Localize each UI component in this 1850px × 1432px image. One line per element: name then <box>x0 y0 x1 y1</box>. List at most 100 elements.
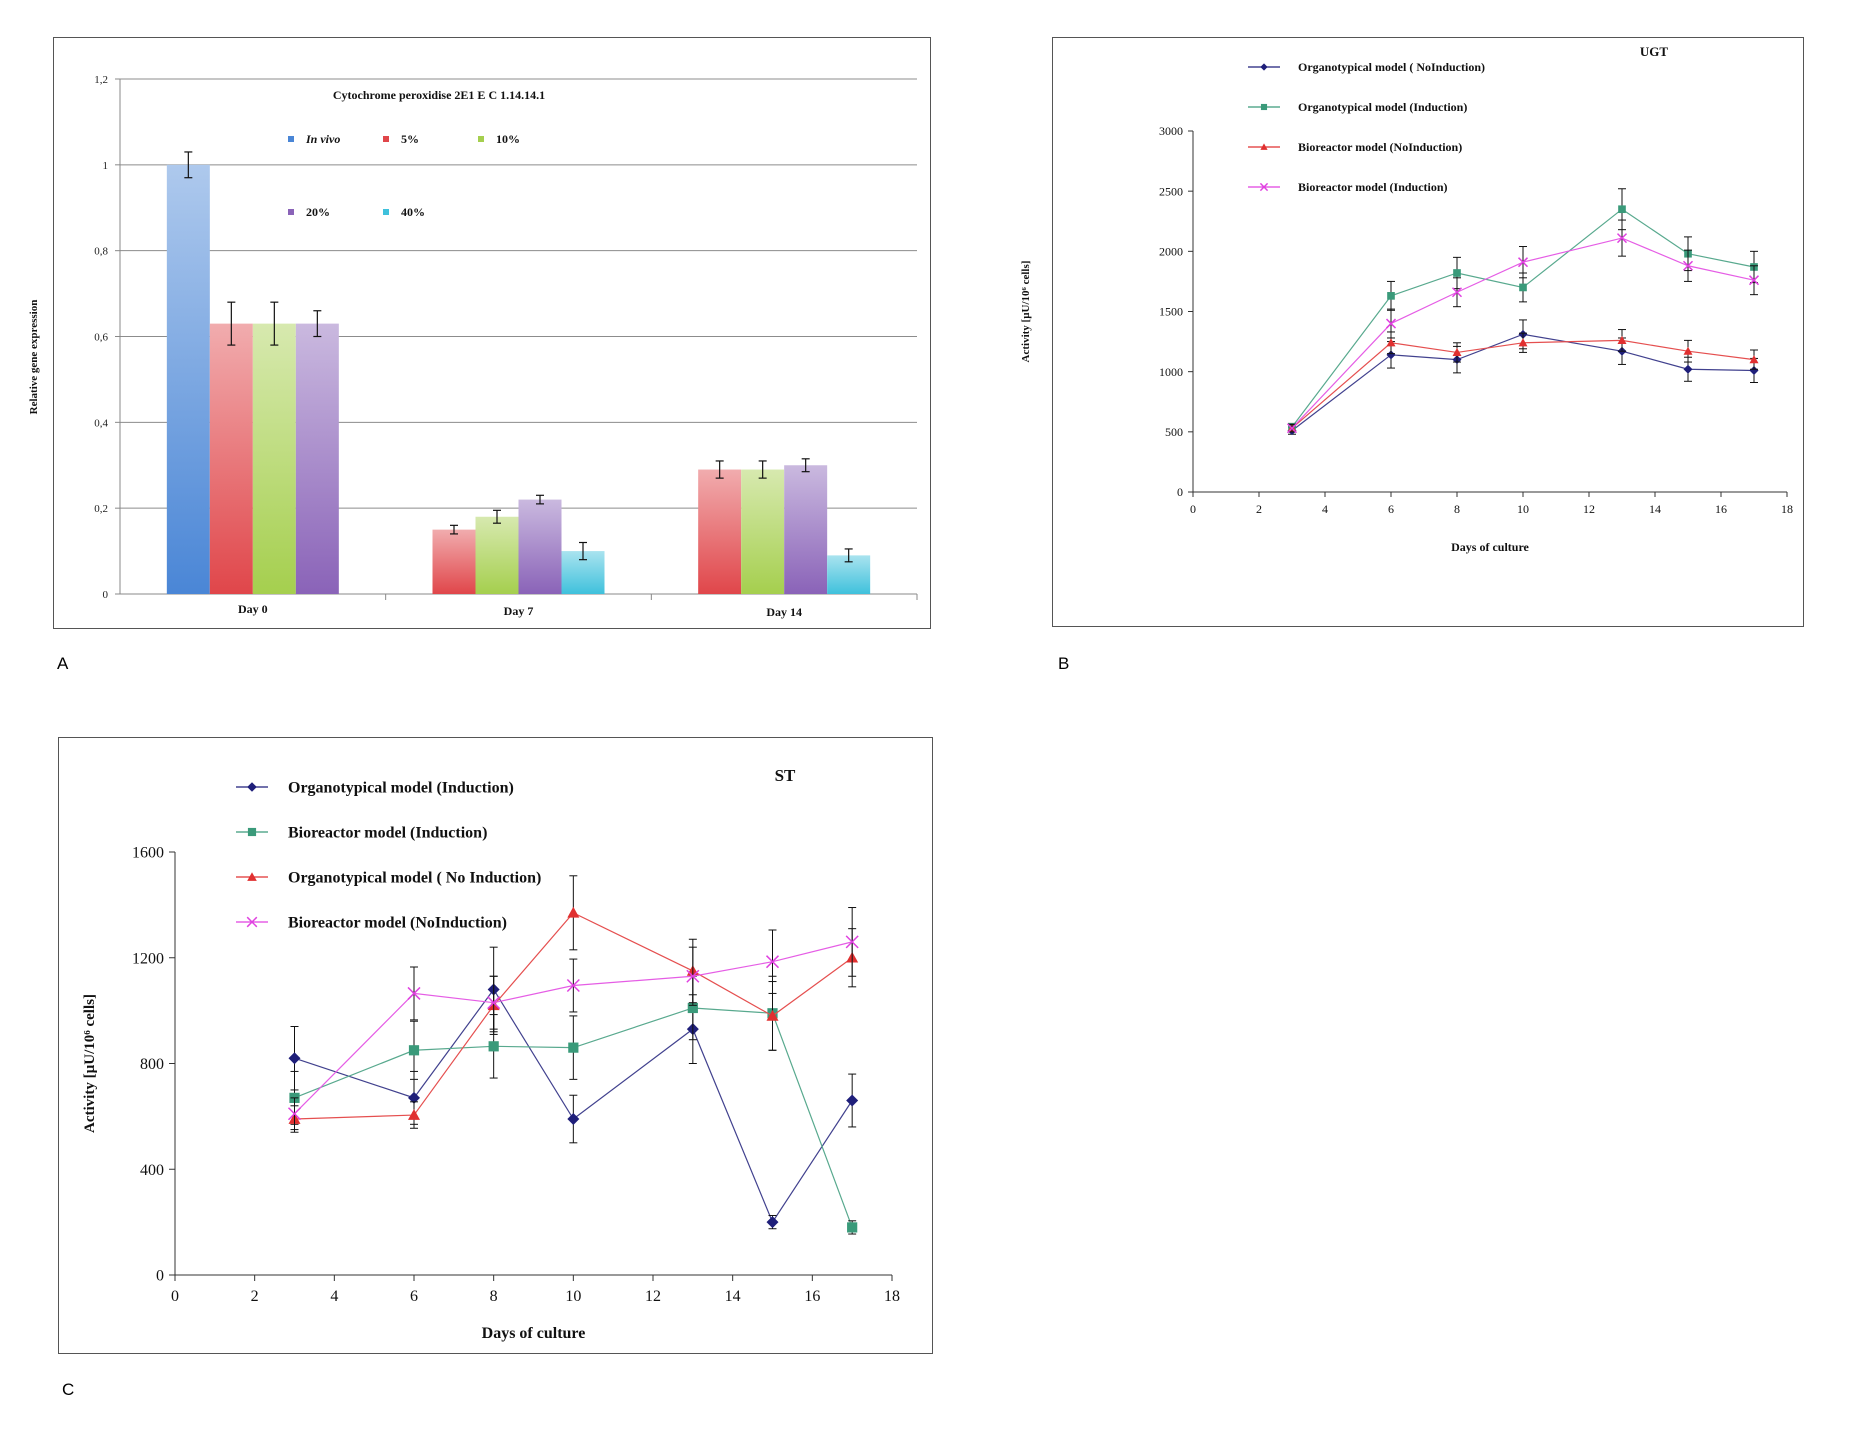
marker-x-stroke <box>765 955 780 969</box>
x-category-label: Day 0 <box>238 602 268 616</box>
marker-x-stroke <box>1748 275 1760 286</box>
x-tick-label: 4 <box>1322 502 1328 516</box>
x-tick-label: 10 <box>1517 502 1529 516</box>
marker-square <box>687 1002 698 1014</box>
marker-square <box>488 1041 499 1052</box>
x-tick-label: 4 <box>330 1288 338 1305</box>
x-tick-label: 0 <box>1190 502 1196 516</box>
marker-x-stroke <box>686 969 700 983</box>
marker-square <box>1618 205 1626 214</box>
series-group <box>287 907 859 1131</box>
y-tick-label: 0,2 <box>94 503 108 515</box>
marker-diamond <box>288 1052 301 1065</box>
bar <box>518 499 562 594</box>
marker-square <box>1387 292 1395 300</box>
marker-diamond <box>567 1113 580 1126</box>
marker-x-stroke <box>287 1107 302 1121</box>
marker-triangle <box>1518 338 1528 347</box>
x-axis-label: Days of culture <box>1451 540 1529 554</box>
marker-x-stroke <box>1451 287 1463 298</box>
marker-triangle <box>1386 338 1396 347</box>
legend-label: Organotypical model ( No Induction) <box>288 870 541 887</box>
y-tick-label: 3000 <box>1159 124 1183 138</box>
bar <box>295 323 339 594</box>
x-axis-label: Days of culture <box>482 1325 586 1342</box>
legend-label: 20% <box>306 205 330 219</box>
marker-x-stroke <box>1385 318 1397 329</box>
x-tick-label: 6 <box>410 1288 418 1305</box>
marker-x-stroke <box>1286 423 1298 434</box>
marker-triangle <box>766 1009 779 1021</box>
y-tick-label: 2000 <box>1159 245 1183 259</box>
bar <box>209 323 253 594</box>
x-tick-label: 0 <box>171 1288 179 1305</box>
x-tick-label: 14 <box>725 1288 741 1305</box>
marker-x-stroke <box>1682 260 1694 271</box>
y-tick-label: 500 <box>1165 425 1183 439</box>
marker-triangle <box>1452 347 1462 357</box>
y-tick-label: 1200 <box>132 950 164 967</box>
marker-diamond <box>1683 364 1693 374</box>
bar <box>432 529 476 594</box>
marker-square <box>247 827 257 837</box>
x-tick-label: 12 <box>645 1288 661 1305</box>
marker-triangle <box>567 906 580 918</box>
y-tick-label: 0,4 <box>94 417 108 429</box>
marker-triangle <box>1749 355 1759 364</box>
legend-label: In vivo <box>305 132 340 146</box>
series-group <box>1286 219 1760 434</box>
marker-triangle <box>1683 346 1693 355</box>
marker-triangle <box>247 872 257 881</box>
y-axis-label: Activity [µU/10⁶ cells] <box>82 994 98 1133</box>
bar <box>252 323 296 594</box>
marker-square <box>408 1045 420 1056</box>
legend-label: Organotypical model (Induction) <box>1298 100 1467 114</box>
marker-x-stroke <box>1517 257 1529 268</box>
marker-x-stroke <box>1616 233 1628 244</box>
legend-label: Bioreactor model (Induction) <box>1298 180 1448 194</box>
marker-diamond <box>408 1091 420 1104</box>
x-tick-label: 10 <box>565 1288 581 1305</box>
y-tick-label: 0 <box>1177 485 1183 499</box>
legend-label: Organotypical model (Induction) <box>288 780 514 797</box>
panel-label-b: B <box>1058 654 1070 673</box>
marker-x-stroke <box>407 986 421 1000</box>
marker-diamond <box>766 1216 779 1229</box>
legend-label: Bioreactor model (Induction) <box>288 825 487 842</box>
panel-label-a: A <box>57 654 69 673</box>
bar <box>475 516 519 594</box>
marker-triangle <box>1617 335 1627 344</box>
legend-label: 5% <box>401 132 419 146</box>
series-group <box>288 946 859 1230</box>
x-tick-label: 6 <box>1388 502 1394 516</box>
y-axis-label: Relative gene expression <box>28 300 40 415</box>
y-tick-label: 1500 <box>1159 305 1183 319</box>
y-tick-label: 1600 <box>132 845 164 862</box>
legend-label: 40% <box>401 205 425 219</box>
bar <box>698 469 742 594</box>
y-tick-label: 0,6 <box>94 332 108 344</box>
marker-diamond <box>1386 350 1396 360</box>
marker-diamond <box>1749 365 1759 375</box>
bar <box>166 164 210 595</box>
bar <box>741 469 785 594</box>
x-tick-label: 8 <box>490 1288 498 1305</box>
x-tick-label: 8 <box>1454 502 1460 516</box>
x-tick-label: 16 <box>804 1288 820 1305</box>
x-category-label: Day 7 <box>504 604 534 618</box>
marker-square <box>568 1042 579 1053</box>
y-tick-label: 0 <box>156 1268 164 1285</box>
x-tick-label: 2 <box>1256 502 1262 516</box>
legend-label: Organotypical model ( NoInduction) <box>1298 60 1485 74</box>
marker-triangle <box>1260 143 1268 150</box>
x-tick-label: 14 <box>1649 502 1661 516</box>
panel-label-c: C <box>62 1380 75 1399</box>
marker-x-stroke <box>1259 182 1269 192</box>
x-tick-label: 2 <box>251 1288 259 1305</box>
marker-diamond <box>1260 63 1268 71</box>
marker-x-stroke <box>845 935 859 949</box>
legend-label: Bioreactor model (NoInduction) <box>1298 140 1462 154</box>
y-axis-label: Activity [µU/10⁶ cells] <box>1020 261 1032 363</box>
